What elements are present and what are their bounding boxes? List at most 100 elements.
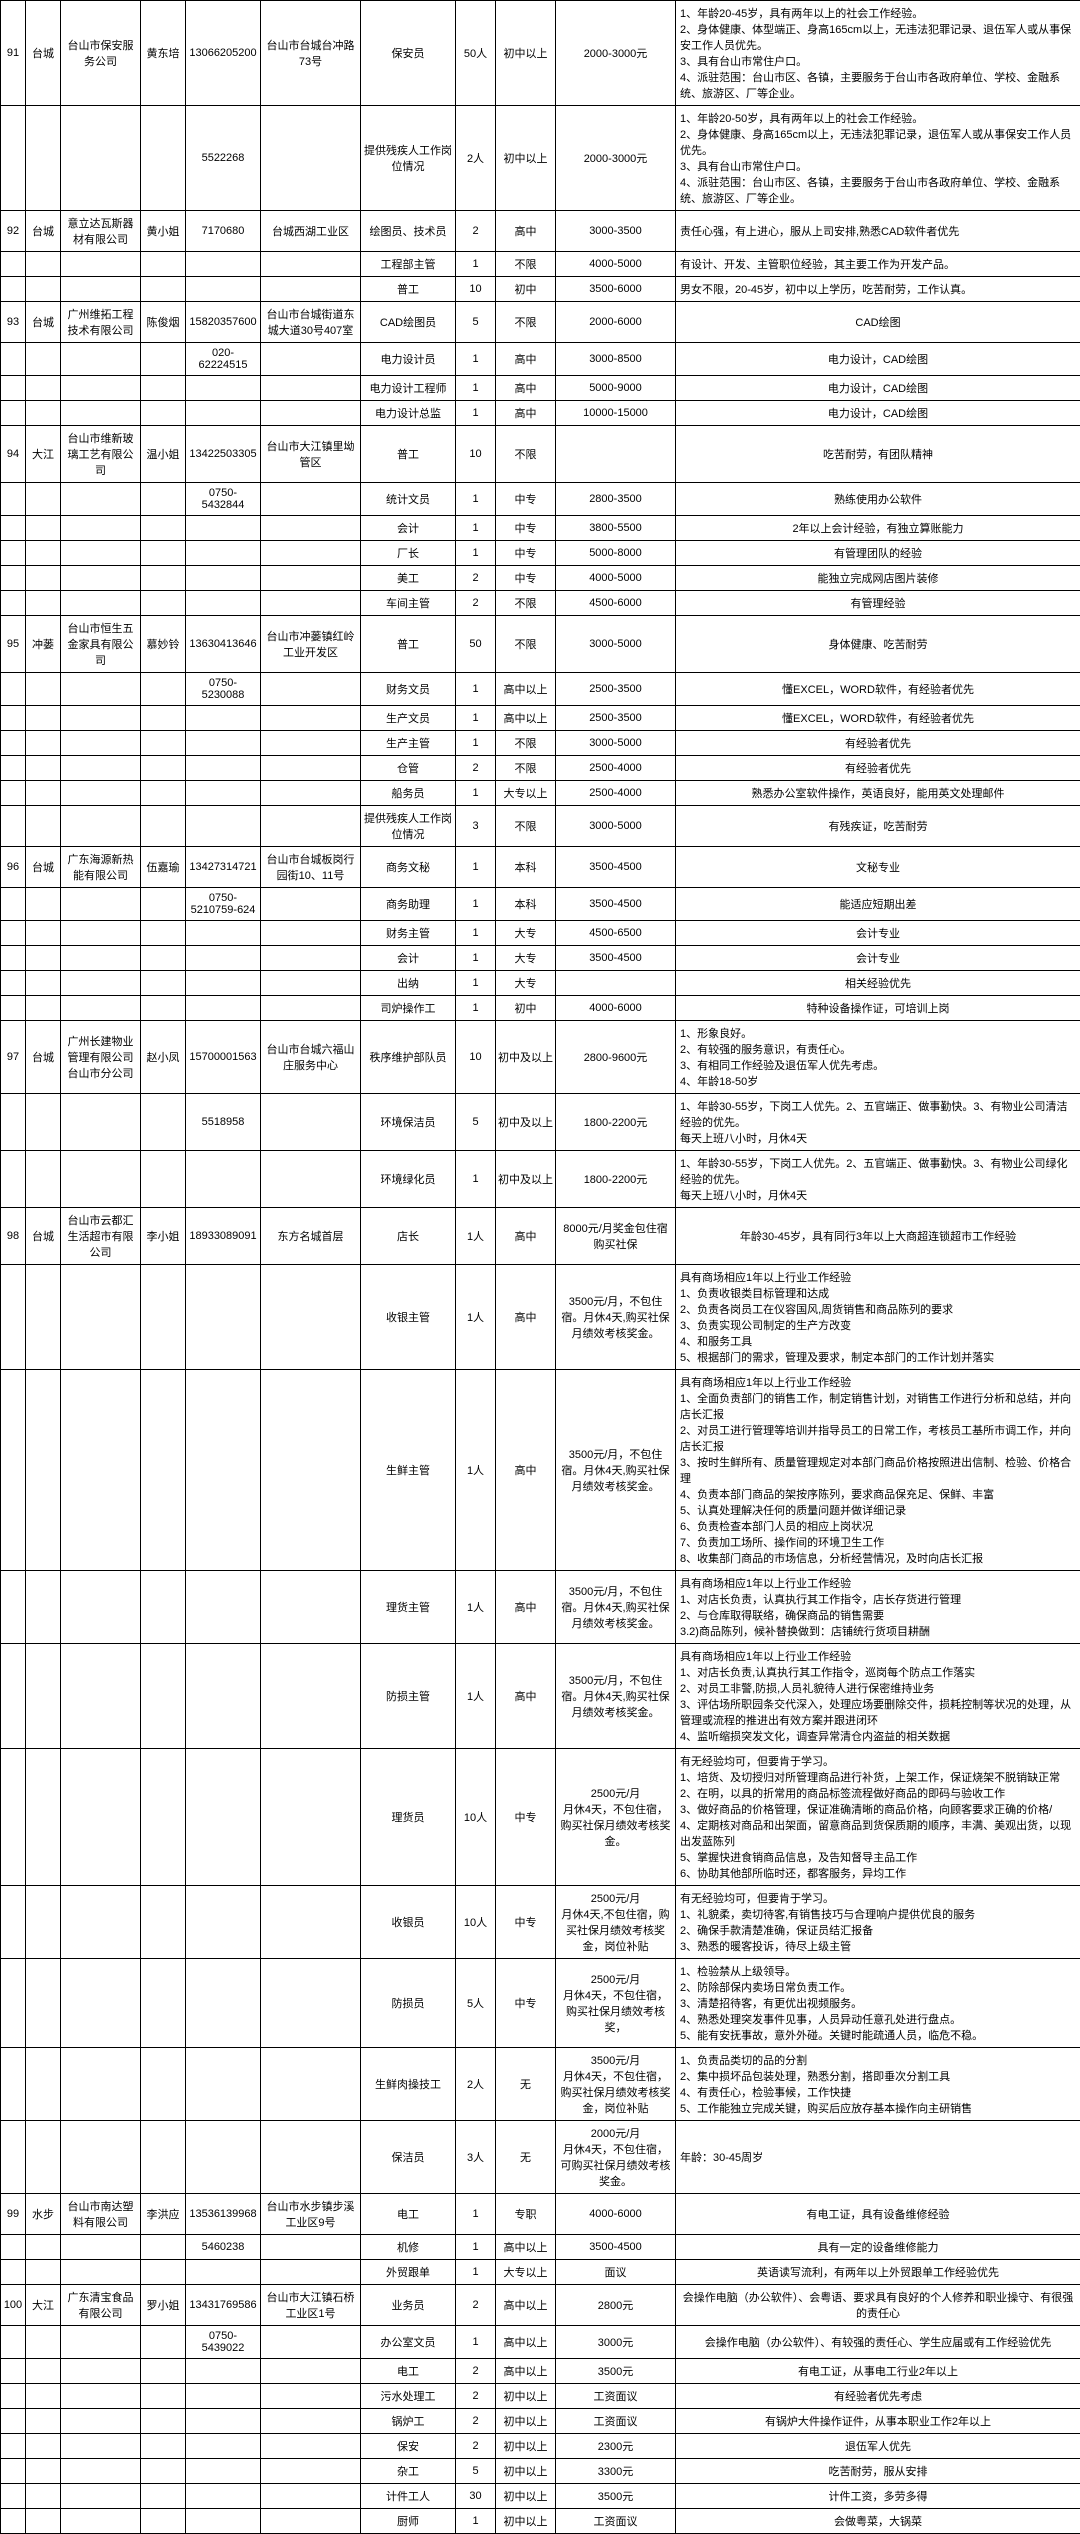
cell-c5 <box>261 971 361 996</box>
cell-c4: 15700001563 <box>186 1021 261 1094</box>
cell-c6: 司炉操作工 <box>361 996 456 1021</box>
cell-c1 <box>26 2434 61 2459</box>
cell-c9: 2000元/月月休4天，不包住宿，可购买社保月绩效考核奖金。 <box>556 2121 676 2194</box>
cell-c10: 相关经验优先 <box>676 971 1080 996</box>
cell-c5 <box>261 706 361 731</box>
cell-c6: 办公室文员 <box>361 2326 456 2359</box>
cell-c4: 0750-5230088 <box>186 673 261 706</box>
cell-c5 <box>261 1265 361 1370</box>
cell-c0: 99 <box>1 2194 26 2235</box>
cell-c2 <box>61 1644 141 1749</box>
cell-c6: 工程部主管 <box>361 252 456 277</box>
cell-c8: 高中 <box>496 1644 556 1749</box>
cell-c3 <box>141 401 186 426</box>
table-row: 98台城台山市云都汇生活超市有限公司李小姐18933089091东方名城首层店长… <box>1 1208 1080 1265</box>
cell-c2 <box>61 106 141 211</box>
cell-c9: 4500-6500 <box>556 921 676 946</box>
cell-c5 <box>261 277 361 302</box>
cell-c2 <box>61 1571 141 1644</box>
cell-c5 <box>261 756 361 781</box>
cell-c4: 13427314721 <box>186 847 261 888</box>
job-listings-table: 91台城台山市保安服务公司黄东培13066205200台山市台城台冲路73号保安… <box>0 0 1080 2534</box>
cell-c3 <box>141 1094 186 1151</box>
cell-c0 <box>1 376 26 401</box>
cell-c0 <box>1 996 26 1021</box>
cell-c1 <box>26 1749 61 1886</box>
cell-c9: 3000元 <box>556 2326 676 2359</box>
cell-c8: 初中以上 <box>496 2509 556 2534</box>
cell-c4 <box>186 591 261 616</box>
table-row: 污水处理工2初中以上工资面议有经验者优先考虑 <box>1 2384 1080 2409</box>
cell-c6: 秩序维护部队员 <box>361 1021 456 1094</box>
cell-c0 <box>1 1886 26 1959</box>
cell-c1: 冲蒌 <box>26 616 61 673</box>
cell-c2: 意立达瓦斯器材有限公司 <box>61 211 141 252</box>
cell-c9: 2500-3500 <box>556 673 676 706</box>
cell-c9: 8000元/月奖金包住宿购买社保 <box>556 1208 676 1265</box>
cell-c0: 98 <box>1 1208 26 1265</box>
cell-c10: 电力设计，CAD绘图 <box>676 343 1080 376</box>
cell-c10: 熟悉办公室软件操作，英语良好，能用英文处理邮件 <box>676 781 1080 806</box>
cell-c1 <box>26 541 61 566</box>
cell-c8: 中专 <box>496 1959 556 2048</box>
cell-c6: 绘图员、技术员 <box>361 211 456 252</box>
cell-c7: 1 <box>456 946 496 971</box>
cell-c5: 台山市大江镇里坳管区 <box>261 426 361 483</box>
cell-c8: 初中以上 <box>496 2384 556 2409</box>
cell-c9: 2500-3500 <box>556 706 676 731</box>
cell-c3 <box>141 2434 186 2459</box>
cell-c8: 高中 <box>496 211 556 252</box>
cell-c7: 30 <box>456 2484 496 2509</box>
cell-c4: 13630413646 <box>186 616 261 673</box>
cell-c9: 工资面议 <box>556 2384 676 2409</box>
cell-c4 <box>186 1644 261 1749</box>
table-row: 理货主管1人高中3500元/月，不包住宿。月休4天,购买社保月绩效考核奖金。具有… <box>1 1571 1080 1644</box>
cell-c10: 特种设备操作证，可培训上岗 <box>676 996 1080 1021</box>
cell-c4 <box>186 2260 261 2285</box>
cell-c1 <box>26 591 61 616</box>
cell-c0 <box>1 2484 26 2509</box>
table-row: 99水步台山市南达塑料有限公司李洪应13536139968台山市水步镇步溪工业区… <box>1 2194 1080 2235</box>
cell-c3 <box>141 483 186 516</box>
cell-c4 <box>186 2384 261 2409</box>
cell-c7: 3人 <box>456 2121 496 2194</box>
cell-c1 <box>26 106 61 211</box>
cell-c4: 5460238 <box>186 2235 261 2260</box>
cell-c5 <box>261 2121 361 2194</box>
cell-c1 <box>26 2121 61 2194</box>
cell-c6: 出纳 <box>361 971 456 996</box>
cell-c10: 具有商场相应1年以上行业工作经验1、负责收银类目标管理和达成2、负责各岗员工在仪… <box>676 1265 1080 1370</box>
cell-c1 <box>26 376 61 401</box>
cell-c4 <box>186 756 261 781</box>
cell-c0: 91 <box>1 1 26 106</box>
cell-c8: 本科 <box>496 847 556 888</box>
cell-c7: 1人 <box>456 1265 496 1370</box>
cell-c9: 3000-5000 <box>556 731 676 756</box>
cell-c7: 2 <box>456 2384 496 2409</box>
cell-c0 <box>1 946 26 971</box>
cell-c3 <box>141 566 186 591</box>
cell-c3: 黄东培 <box>141 1 186 106</box>
cell-c0 <box>1 2459 26 2484</box>
cell-c6: 普工 <box>361 426 456 483</box>
cell-c9: 面议 <box>556 2260 676 2285</box>
cell-c9: 3000-5000 <box>556 616 676 673</box>
table-row: 锅炉工2初中以上工资面议有锅炉大件操作证件，从事本职业工作2年以上 <box>1 2409 1080 2434</box>
cell-c6: 电力设计员 <box>361 343 456 376</box>
cell-c0 <box>1 1959 26 2048</box>
cell-c2 <box>61 516 141 541</box>
cell-c10: 1、检验禁从上级领导。2、防除部保内卖场日常负责工作。3、清楚招待客，有更优出视… <box>676 1959 1080 2048</box>
cell-c4 <box>186 2359 261 2384</box>
cell-c10: 2年以上会计经验，有独立算账能力 <box>676 516 1080 541</box>
cell-c6: 生产文员 <box>361 706 456 731</box>
cell-c4 <box>186 946 261 971</box>
cell-c10: 有管理团队的经验 <box>676 541 1080 566</box>
cell-c9: 2000-3000元 <box>556 106 676 211</box>
cell-c9: 2800-3500 <box>556 483 676 516</box>
cell-c3: 伍嘉瑜 <box>141 847 186 888</box>
cell-c5 <box>261 996 361 1021</box>
cell-c0 <box>1 516 26 541</box>
cell-c5 <box>261 731 361 756</box>
cell-c5: 东方名城首层 <box>261 1208 361 1265</box>
cell-c0 <box>1 706 26 731</box>
